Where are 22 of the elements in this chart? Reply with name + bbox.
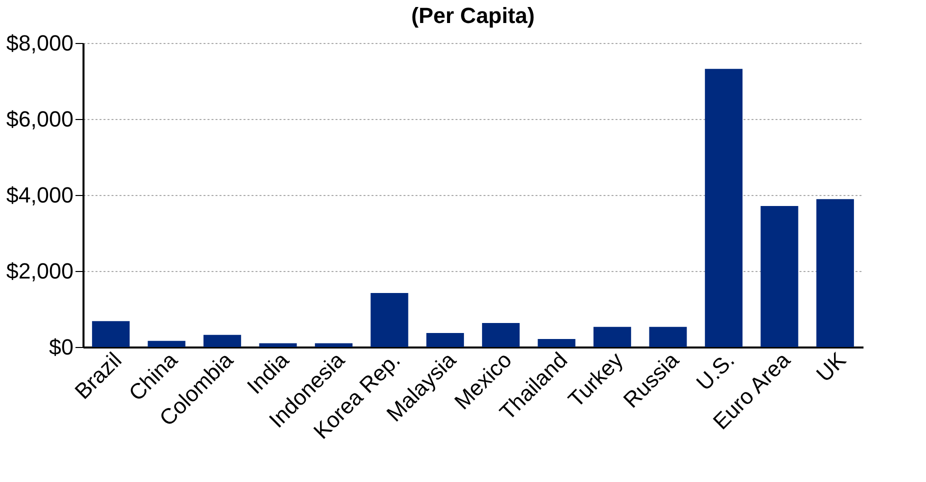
y-tick-label: $6,000 xyxy=(6,106,74,132)
bar xyxy=(816,199,854,347)
y-tick-label: $0 xyxy=(49,334,74,360)
bar xyxy=(538,339,576,347)
y-tick-label: $4,000 xyxy=(6,182,74,208)
y-tick-label: $8,000 xyxy=(6,30,74,56)
bar xyxy=(649,326,687,347)
bar xyxy=(704,68,743,347)
bar xyxy=(593,326,632,347)
x-tick-label: U.S. xyxy=(691,347,740,396)
bar xyxy=(482,323,520,347)
bar xyxy=(92,321,130,347)
bar xyxy=(314,343,353,347)
x-tick-label: UK xyxy=(811,347,851,387)
y-tick-label: $2,000 xyxy=(6,258,74,284)
bar xyxy=(259,343,297,347)
bar xyxy=(426,332,464,347)
bar xyxy=(148,340,186,347)
bar xyxy=(203,334,242,347)
bar xyxy=(760,206,798,347)
bar xyxy=(370,293,408,347)
chart-title: (Per Capita) xyxy=(411,3,535,28)
